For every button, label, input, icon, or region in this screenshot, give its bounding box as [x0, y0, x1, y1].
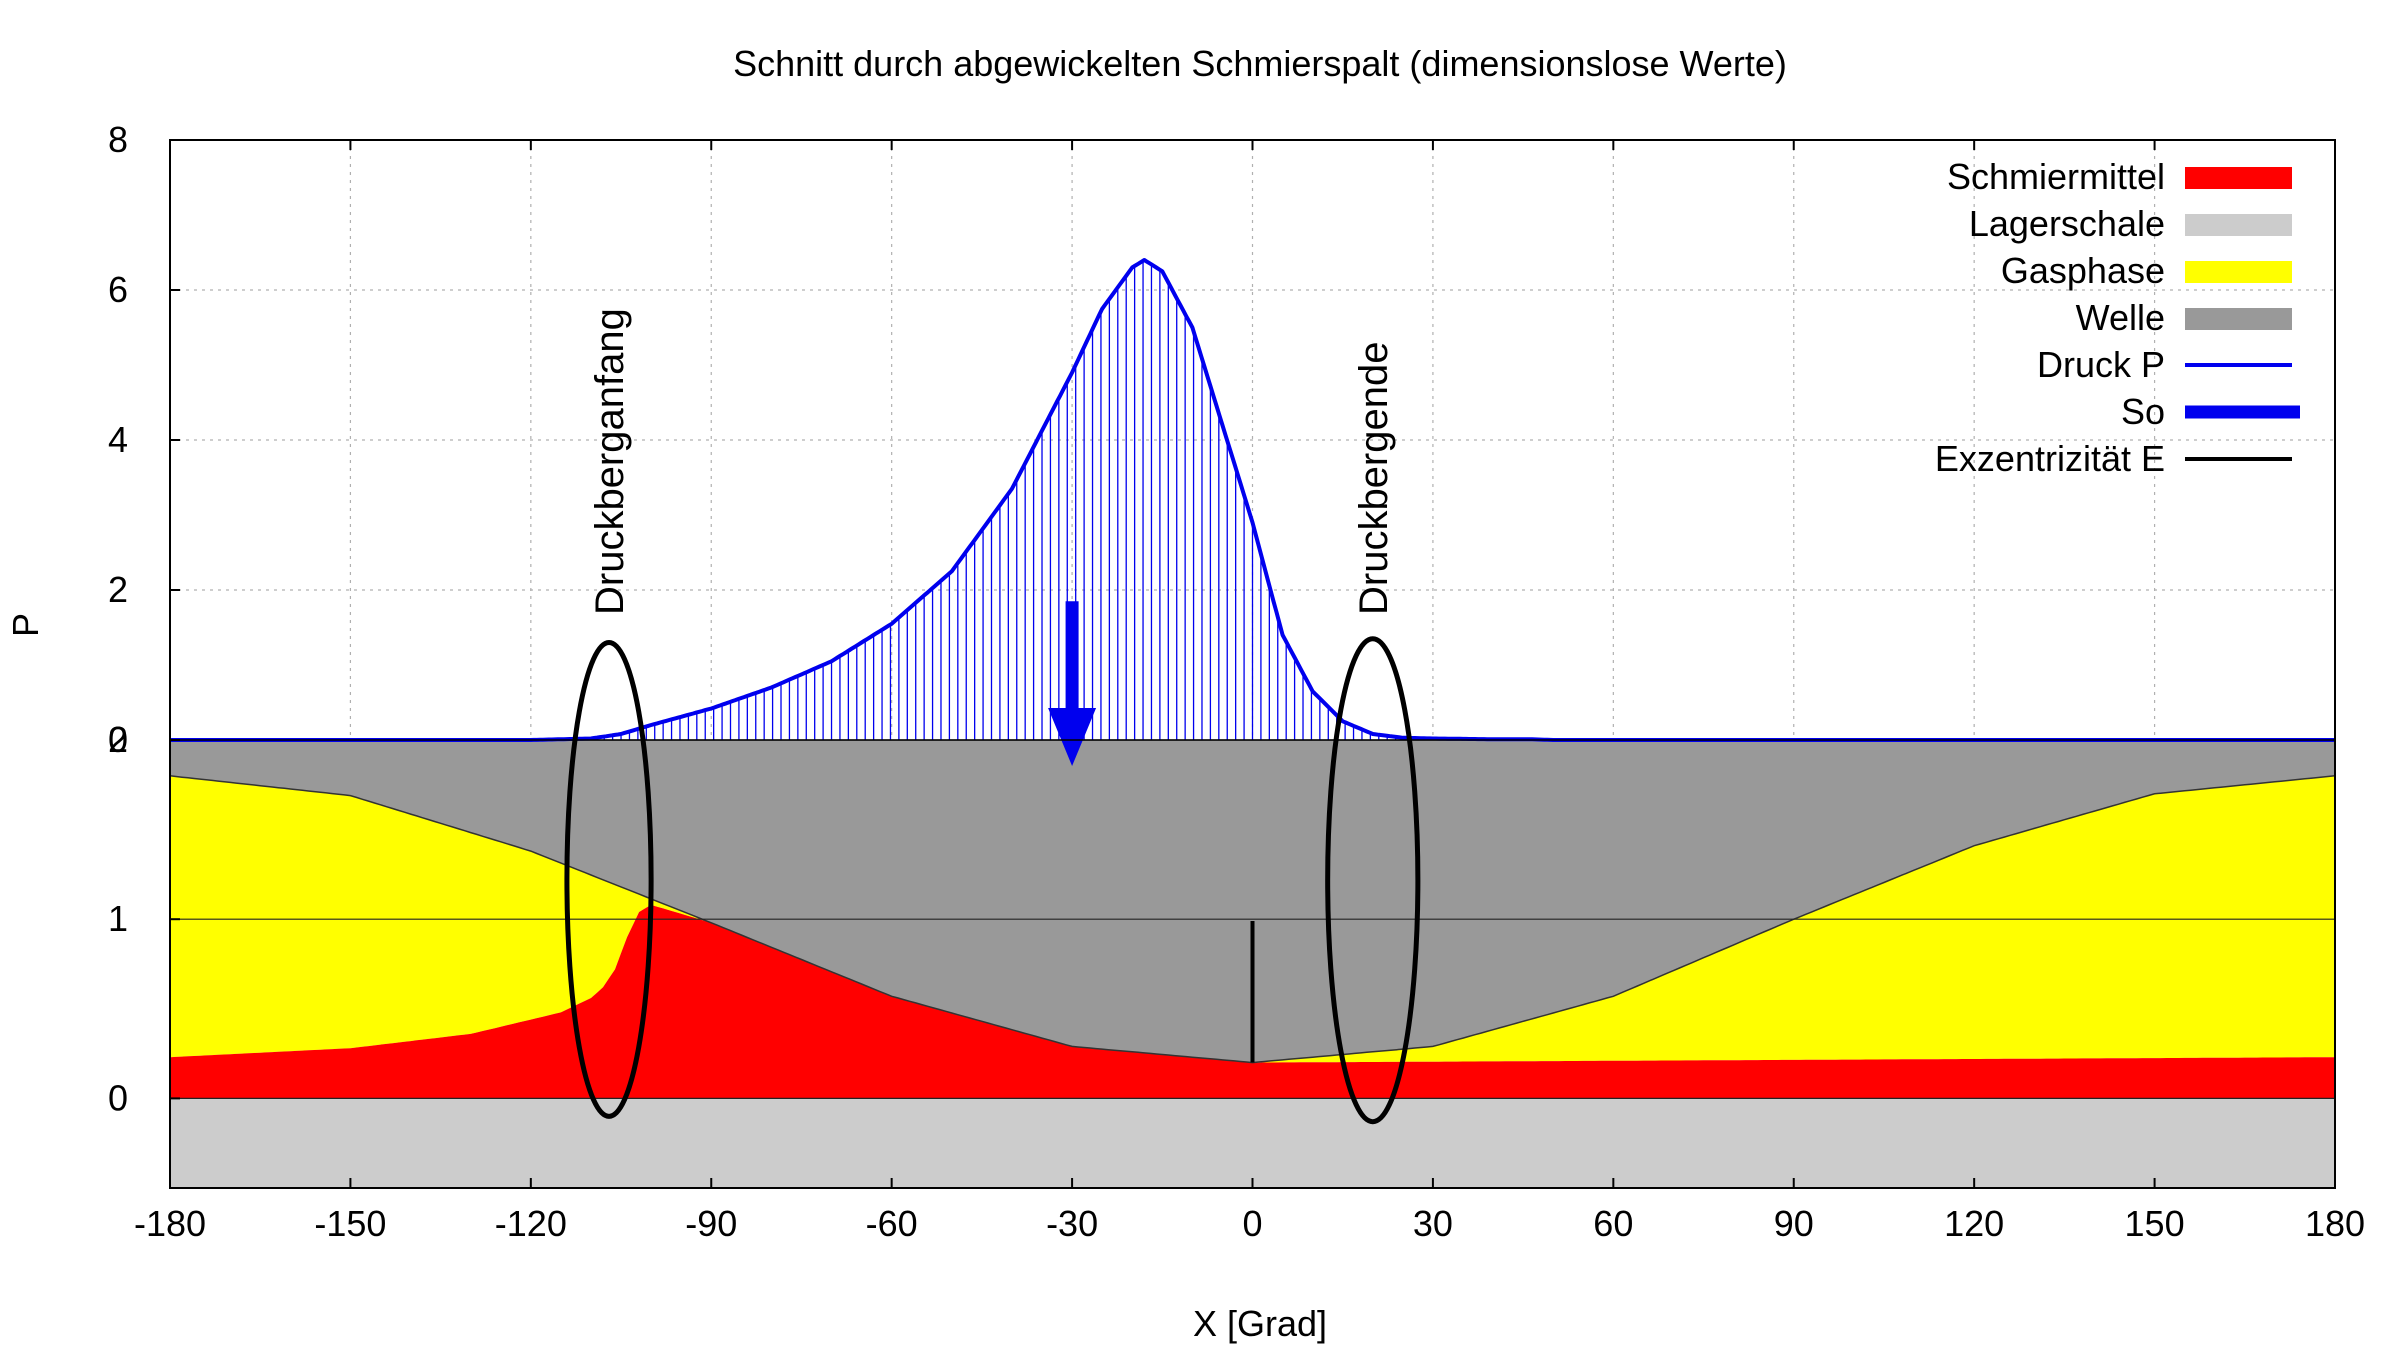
lagerschale-area: [170, 1098, 2335, 1188]
chart-title: Schnitt durch abgewickelten Schmierspalt…: [733, 43, 1787, 84]
legend-swatch-box: [2185, 261, 2292, 283]
legend-label: Exzentrizität E: [1935, 438, 2165, 479]
x-tick-label: 150: [2125, 1203, 2185, 1244]
x-tick-label: -90: [685, 1203, 737, 1244]
x-tick-label: 120: [1944, 1203, 2004, 1244]
pressure-hatching: [603, 260, 1397, 740]
overlay-marks: [564, 601, 1421, 1125]
x-tick-label: -180: [134, 1203, 206, 1244]
druckbergende-ellipse: [1325, 636, 1421, 1125]
x-tick-label: 90: [1774, 1203, 1814, 1244]
schmiermittel-area: [170, 904, 2335, 1099]
druckberganfang-ellipse: [564, 640, 654, 1119]
x-tick-label: 0: [1242, 1203, 1262, 1244]
x-tick-label: -30: [1046, 1203, 1098, 1244]
x-tick-label: -150: [314, 1203, 386, 1244]
x-tick-label: 30: [1413, 1203, 1453, 1244]
lower-y-tick-label: 2: [108, 719, 128, 760]
y-axis-label: P: [5, 613, 46, 637]
legend-swatch-box: [2185, 214, 2292, 236]
so-arrow-head: [1048, 708, 1097, 766]
upper-y-tick-label: 6: [108, 269, 128, 310]
upper-y-tick-label: 4: [108, 419, 128, 460]
x-tick-label: -120: [495, 1203, 567, 1244]
legend-label: Schmiermittel: [1947, 156, 2165, 197]
lower-y-tick-label: 0: [108, 1077, 128, 1118]
welle-contour-line: [169, 775, 2336, 1064]
legend-swatch-box: [2185, 167, 2292, 189]
legend-label: So: [2121, 391, 2165, 432]
upper-y-tick-label: 0: [108, 719, 128, 760]
upper-y-tick-label: 8: [108, 119, 128, 160]
x-tick-label: -60: [866, 1203, 918, 1244]
x-axis-label: X [Grad]: [1193, 1303, 1327, 1344]
x-tick-label: 60: [1593, 1203, 1633, 1244]
welle-area: [170, 740, 2335, 1063]
legend-label: Druck P: [2037, 344, 2165, 385]
lower-panel-areas: [169, 740, 2336, 1188]
druckbergende-label: Druckbergende: [1352, 342, 1396, 616]
legend-label: Gasphase: [2001, 250, 2165, 291]
legend-swatch-box: [2185, 308, 2292, 330]
legend-label: Lagerschale: [1969, 203, 2165, 244]
druckberganfang-label: Druckberganfang: [588, 308, 632, 615]
annotations: Druckberganfang Druckbergende: [588, 308, 1396, 615]
legend: Schmiermittel Lagerschale Gasphase Welle Dru…: [1935, 156, 2300, 479]
lower-y-tick-label: 1: [108, 898, 128, 939]
legend-label: Welle: [2076, 297, 2165, 338]
x-axis-ticks: -180 -150 -120 -90 -60 -30 0 30 60 90 120 150 180: [134, 140, 2365, 1244]
upper-y-tick-label: 2: [108, 569, 128, 610]
x-tick-label: 180: [2305, 1203, 2365, 1244]
gasphase-area: [170, 775, 2335, 1063]
lower-y-axis-ticks: 0 1 2: [108, 719, 180, 1118]
